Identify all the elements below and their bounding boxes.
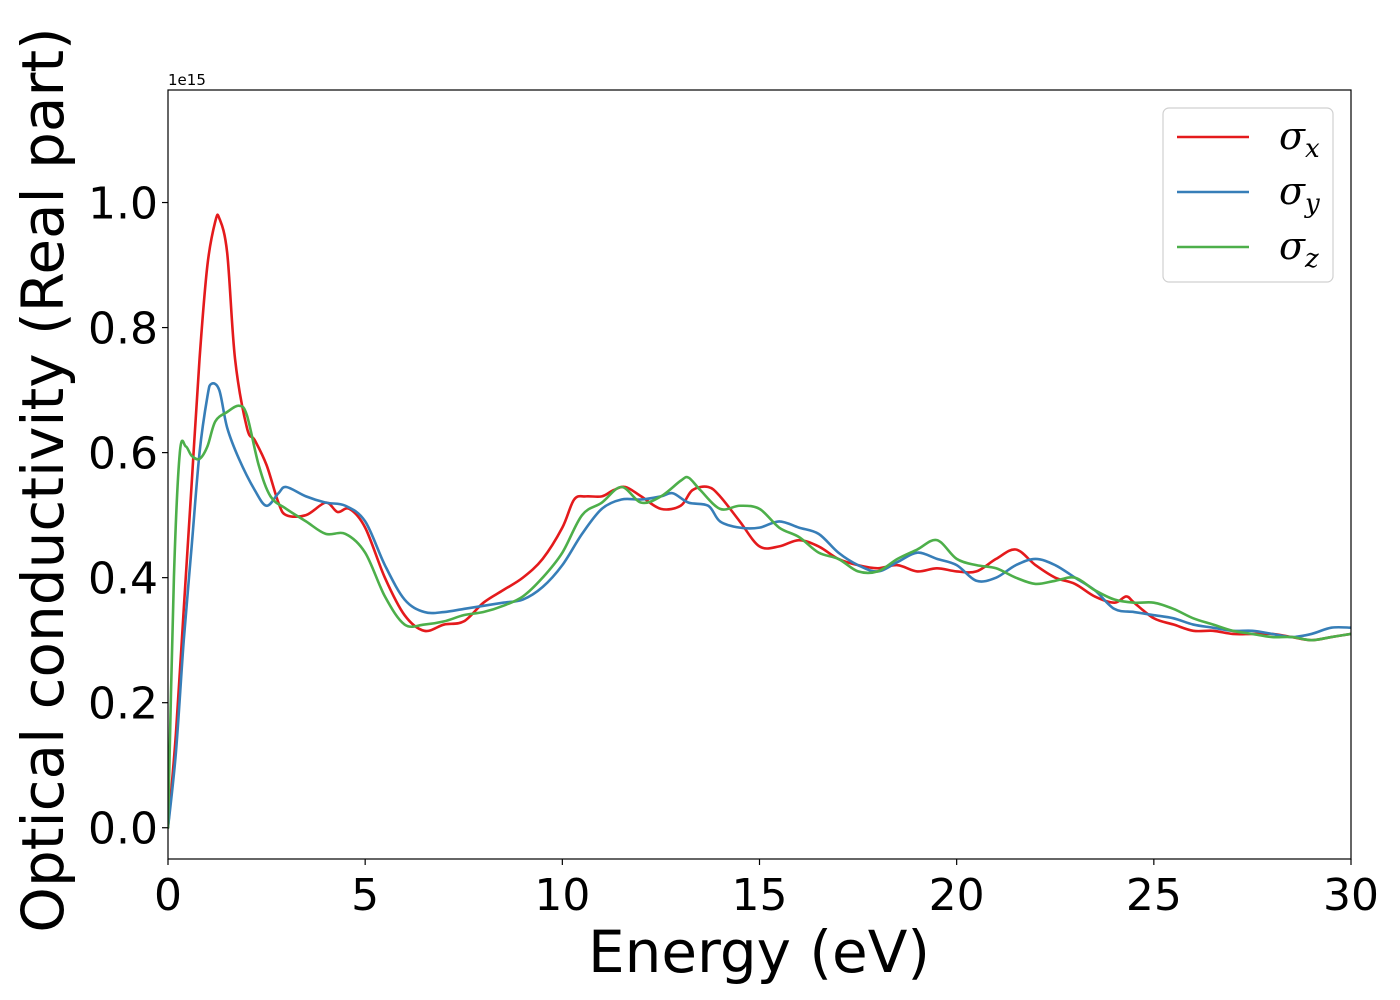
y-axis-label: Optical conductivity (Real part)	[9, 27, 77, 932]
legend-label-x: σx	[1279, 114, 1320, 164]
legend-subscript: x	[1305, 134, 1320, 164]
y-tick-label: 0.4	[88, 554, 158, 605]
x-tick-label: 30	[1323, 870, 1379, 921]
legend-symbol: σ	[1279, 114, 1306, 158]
x-tick-label: 10	[534, 870, 590, 921]
x-tick-label: 5	[351, 870, 379, 921]
series-line-y	[168, 382, 1351, 830]
legend-box	[1162, 107, 1334, 283]
y-axis: 0.0 0.2 0.4 0.6 0.8 1.0	[88, 179, 168, 855]
legend-symbol: σ	[1279, 224, 1306, 268]
x-tick-label: 25	[1126, 870, 1182, 921]
x-tick-label: 0	[154, 870, 182, 921]
y-offset-label: 1e15	[168, 71, 206, 89]
legend-label-y: σy	[1279, 169, 1320, 219]
y-tick-label: 0.2	[88, 679, 158, 730]
y-tick-label: 1.0	[88, 179, 158, 230]
series-layer	[168, 213, 1351, 830]
legend-subscript: z	[1304, 244, 1319, 274]
y-tick-label: 0.6	[88, 429, 158, 480]
legend-subscript: y	[1304, 189, 1320, 219]
x-axis-label: Energy (eV)	[588, 918, 930, 986]
series-line-z	[168, 404, 1351, 830]
x-tick-label: 15	[732, 870, 788, 921]
y-tick-label: 0.8	[88, 304, 158, 355]
y-tick-label: 0.0	[88, 804, 158, 855]
legend-symbol: σ	[1279, 169, 1306, 213]
x-axis: 0 5 10 15 20 25 30	[154, 859, 1379, 921]
legend-label-z: σz	[1279, 224, 1319, 274]
x-tick-label: 20	[929, 870, 985, 921]
